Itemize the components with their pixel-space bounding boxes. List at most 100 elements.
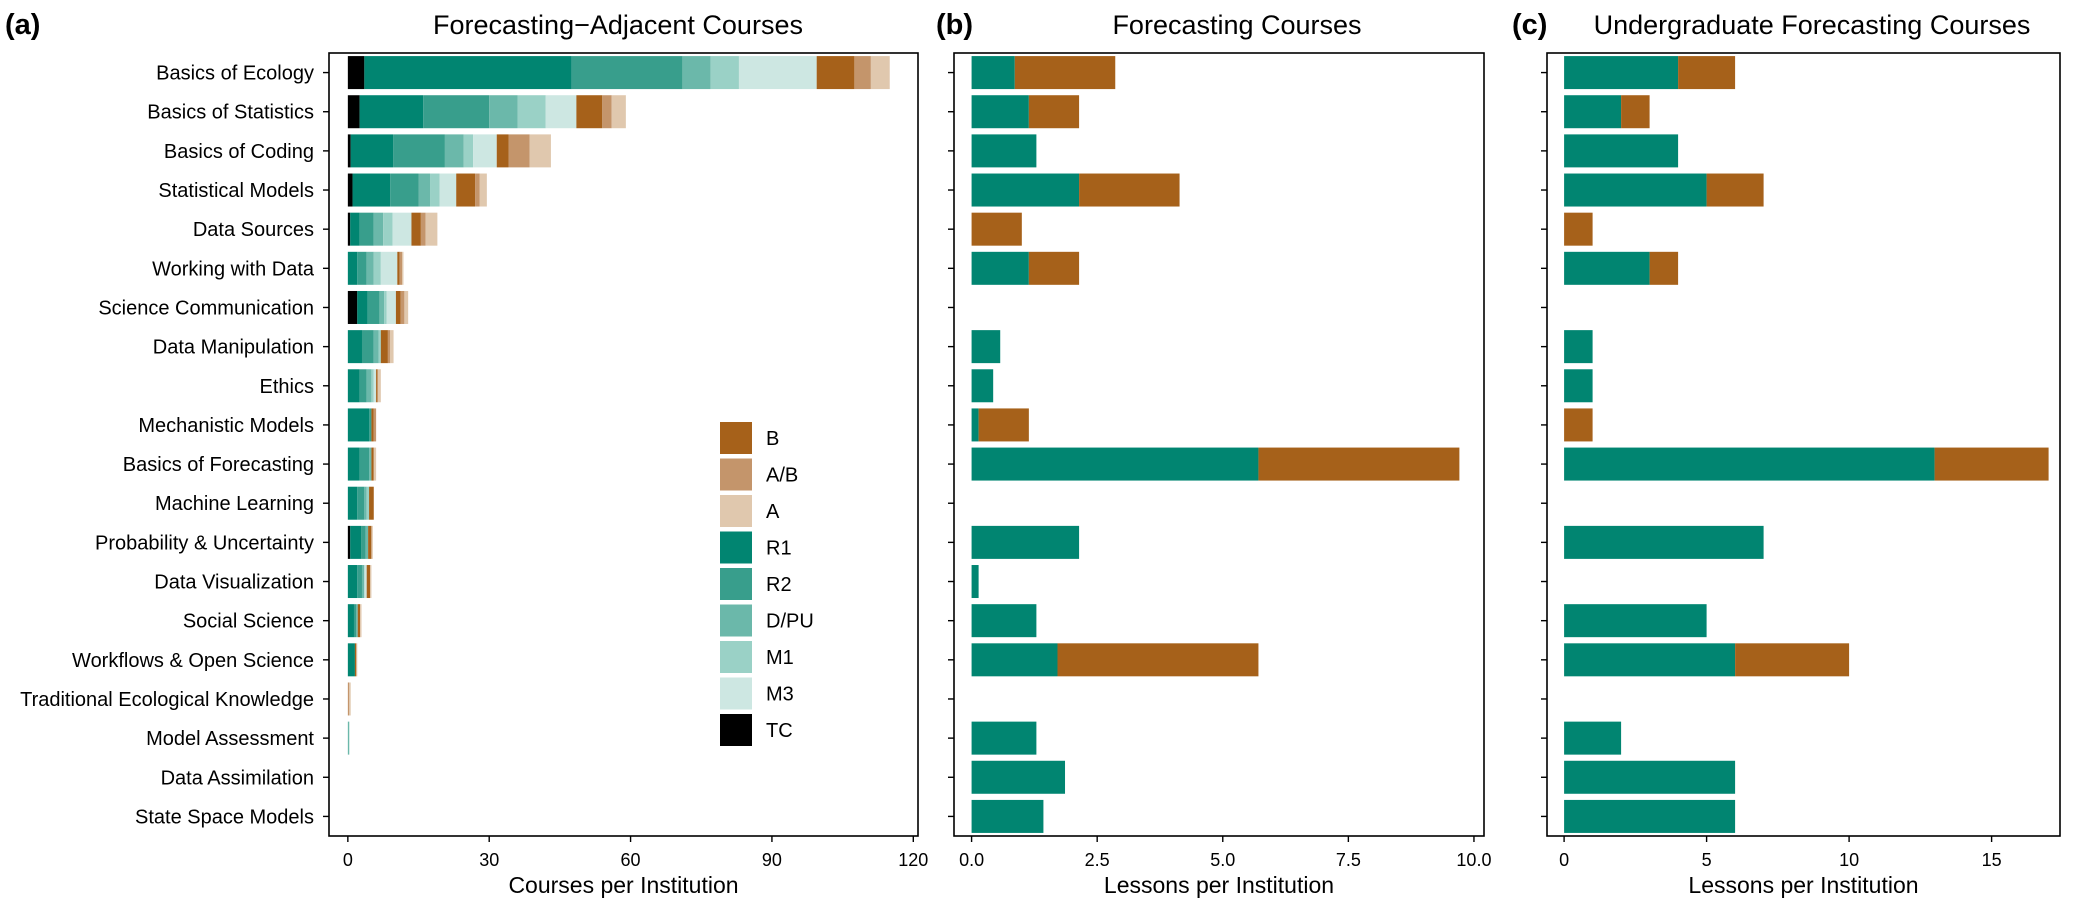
bar-statistical-models-b: [1079, 173, 1180, 207]
legend-label-r2: R2: [766, 574, 792, 596]
bar-social-science-b: [357, 604, 361, 638]
legend-label-r1: R1: [766, 538, 792, 560]
bar-mechanistic-models-r1: [347, 408, 370, 442]
bar-workflows-and-open-science-a: [356, 643, 358, 677]
bar-data-manipulation-b: [380, 330, 388, 364]
bar-model-assessment-d-pu: [347, 721, 350, 755]
bar-statistical-models-m3: [439, 173, 457, 207]
bar-traditional-ecological-knowledge-a: [349, 682, 351, 716]
bar-working-with-data-r2: [357, 251, 367, 285]
bar-basics-of-forecasting-b: [1258, 447, 1460, 481]
bar-basics-of-ecology-r1: [1564, 56, 1679, 90]
bar-statistical-models-tc: [347, 173, 353, 207]
bar-basics-of-ecology-tc: [347, 56, 365, 90]
bar-data-manipulation-a: [390, 330, 394, 364]
bar-basics-of-statistics-r1: [359, 95, 424, 129]
bar-ethics-d-pu: [366, 369, 372, 403]
category-label-mechanistic-models: Mechanistic Models: [138, 415, 314, 437]
x-tick-label: 0: [343, 850, 353, 870]
legend-label-m3: M3: [766, 684, 794, 706]
bar-science-communication-m1: [384, 290, 387, 324]
bar-basics-of-statistics-b: [576, 95, 603, 129]
category-label-social-science: Social Science: [183, 611, 314, 633]
bar-basics-of-ecology-m3: [738, 56, 817, 90]
panel-c-title: Undergraduate Forecasting Courses: [1594, 10, 2031, 40]
bar-data-sources-r1: [350, 212, 360, 246]
bar-basics-of-statistics-b: [1621, 95, 1650, 129]
panel-b: 0.0 2.5 5.0 7.5 10.0 Lessons per Institution F…: [936, 9, 1491, 898]
bar-ethics-r1: [1564, 369, 1593, 403]
legend-swatch-tc: [720, 714, 752, 746]
x-tick-label: 5.0: [1210, 850, 1235, 870]
bar-data-visualization-a: [369, 565, 372, 599]
x-tick-label: 60: [621, 850, 641, 870]
panel-b-bars: [971, 56, 1460, 833]
bar-state-space-models-r1: [1564, 799, 1736, 833]
bar-social-science-a: [360, 604, 362, 638]
bar-working-with-data-b: [1649, 251, 1679, 285]
bar-mechanistic-models-r1: [971, 408, 979, 442]
legend-label-tc: TC: [766, 720, 793, 742]
bar-basics-of-ecology-b: [1678, 56, 1736, 90]
bar-basics-of-ecology-d-pu: [682, 56, 711, 90]
bar-data-assimilation-r1: [971, 760, 1066, 794]
bar-mechanistic-models-b: [371, 408, 374, 442]
bar-data-sources-r2: [359, 212, 374, 246]
bar-data-visualization-b: [366, 565, 370, 599]
bar-workflows-and-open-science-r1: [971, 643, 1058, 677]
bar-data-manipulation-m1: [378, 330, 381, 364]
bar-data-sources-b: [1564, 212, 1593, 246]
bar-data-manipulation-r1: [347, 330, 362, 364]
panel-a-bars: [347, 56, 890, 755]
bar-science-communication-r2: [367, 290, 380, 324]
category-label-statistical-models: Statistical Models: [158, 180, 314, 202]
bar-model-assessment-r1: [971, 721, 1037, 755]
bar-working-with-data-a: [402, 251, 404, 285]
bar-machine-learning-r1: [347, 486, 358, 520]
bar-statistical-models-b: [456, 173, 476, 207]
legend-swatch-d-pu: [720, 604, 752, 637]
panel-a-frame: [328, 52, 919, 837]
legend-label-a-b: A/B: [766, 465, 798, 487]
bar-data-manipulation-a-b: [387, 330, 391, 364]
bar-machine-learning-m1: [366, 486, 370, 520]
bar-statistical-models-a: [479, 173, 487, 207]
panel-c-frame: [1546, 52, 2061, 837]
bar-social-science-d-pu: [356, 604, 358, 638]
x-tick-label: 15: [1982, 850, 2002, 870]
panel-c-x-axis-label: Lessons per Institution: [1688, 872, 1918, 898]
bar-basics-of-ecology-m1: [710, 56, 739, 90]
bar-working-with-data-m1: [373, 251, 381, 285]
panel-b-label: (b): [936, 9, 973, 41]
bar-basics-of-statistics-m1: [517, 95, 546, 129]
bar-ethics-m1: [371, 369, 374, 403]
bar-workflows-and-open-science-r1: [347, 643, 355, 677]
category-label-state-space-models: State Space Models: [135, 806, 314, 828]
panel-a-label: (a): [5, 9, 40, 41]
x-tick-label: 0.0: [959, 850, 984, 870]
bar-ethics-b: [376, 369, 378, 403]
category-label-basics-of-statistics: Basics of Statistics: [147, 102, 314, 124]
bar-science-communication-m3: [386, 290, 396, 324]
legend-label-d-pu: D/PU: [766, 611, 814, 633]
bar-ethics-m3: [373, 369, 377, 403]
bar-basics-of-statistics-a-b: [602, 95, 612, 129]
bar-working-with-data-b: [1028, 251, 1080, 285]
bar-basics-of-statistics-tc: [347, 95, 360, 129]
legend-label-a: A: [766, 501, 780, 523]
bar-workflows-and-open-science-r1: [1564, 643, 1736, 677]
bar-basics-of-forecasting-b: [1934, 447, 2049, 481]
bar-data-visualization-m3: [364, 565, 367, 599]
legend-label-b: B: [766, 428, 779, 450]
category-label-workflows-and-open-science: Workflows & Open Science: [72, 650, 314, 672]
bar-basics-of-statistics-a: [611, 95, 626, 129]
category-label-data-assimilation: Data Assimilation: [161, 767, 314, 789]
bar-basics-of-statistics-d-pu: [489, 95, 518, 129]
bar-mechanistic-models-a-b: [373, 408, 377, 442]
panel-b-x-axis-label: Lessons per Institution: [1104, 872, 1334, 898]
bar-data-manipulation-r1: [1564, 330, 1593, 364]
bar-data-visualization-r1: [347, 565, 358, 599]
bar-probability-and-uncertainty-r2: [361, 525, 366, 559]
bar-basics-of-statistics-r1: [1564, 95, 1622, 129]
